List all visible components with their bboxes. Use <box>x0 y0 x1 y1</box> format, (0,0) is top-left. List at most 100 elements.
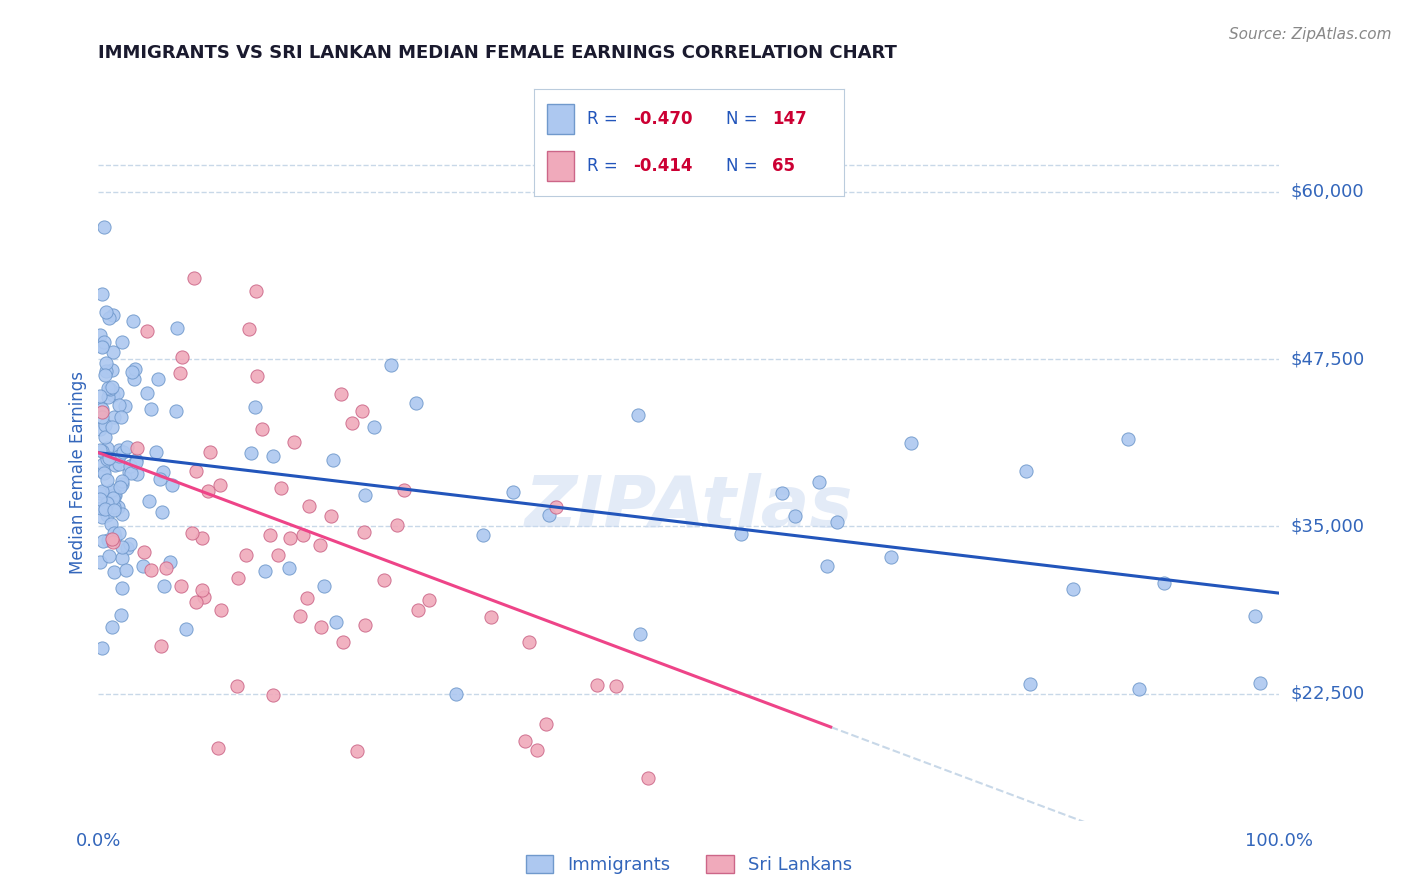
Point <box>100 382 122 396</box>
Point <box>325 615 347 629</box>
Point <box>546 500 568 514</box>
Point <box>120 466 142 480</box>
Text: -0.470: -0.470 <box>633 111 693 128</box>
Point <box>101 387 124 401</box>
Point <box>103 565 125 579</box>
Text: -0.414: -0.414 <box>633 157 693 175</box>
Point <box>605 679 627 693</box>
Point <box>124 362 146 376</box>
Point <box>90 339 112 353</box>
Point <box>309 620 332 634</box>
Point <box>94 502 117 516</box>
Point <box>96 441 118 455</box>
Point <box>127 442 149 456</box>
Point <box>627 408 650 422</box>
Point <box>91 509 114 524</box>
Point <box>90 501 112 516</box>
Point <box>292 528 315 542</box>
Point <box>108 447 131 461</box>
Text: $35,000: $35,000 <box>1291 517 1365 535</box>
Point <box>89 491 111 506</box>
Point <box>125 455 148 469</box>
Point <box>246 368 269 383</box>
Point <box>94 368 117 382</box>
Point <box>146 372 169 386</box>
Point <box>103 409 125 424</box>
Text: $22,500: $22,500 <box>1291 684 1365 703</box>
Text: $60,000: $60,000 <box>1291 183 1364 201</box>
Point <box>111 335 134 350</box>
Point <box>93 417 115 432</box>
Point <box>209 603 232 617</box>
Point <box>103 494 125 508</box>
Point <box>1249 676 1271 690</box>
Point <box>319 509 342 524</box>
Point <box>259 528 281 542</box>
Point <box>103 500 125 514</box>
Point <box>444 687 467 701</box>
Point <box>103 488 125 502</box>
Point <box>159 555 181 569</box>
Point <box>89 388 111 402</box>
Point <box>98 311 121 326</box>
Point <box>108 442 131 457</box>
Point <box>169 366 191 380</box>
Point <box>105 386 128 401</box>
Text: 65: 65 <box>772 157 796 175</box>
Point <box>262 450 284 464</box>
Point <box>136 385 159 400</box>
Text: IMMIGRANTS VS SRI LANKAN MEDIAN FEMALE EARNINGS CORRELATION CHART: IMMIGRANTS VS SRI LANKAN MEDIAN FEMALE E… <box>98 45 897 62</box>
Point <box>880 549 903 564</box>
Point <box>114 563 136 577</box>
Point <box>332 635 354 649</box>
Point <box>108 457 131 471</box>
Point <box>165 404 187 418</box>
Point <box>637 771 659 785</box>
Point <box>111 550 134 565</box>
Point <box>111 581 134 595</box>
Point <box>472 528 495 542</box>
Point <box>278 531 301 545</box>
Point <box>101 345 124 359</box>
Point <box>166 321 188 335</box>
Point <box>90 409 112 424</box>
Point <box>94 356 117 370</box>
Point <box>97 390 120 404</box>
Point <box>373 573 395 587</box>
Point <box>103 458 125 472</box>
Point <box>267 548 290 562</box>
Point <box>283 434 305 449</box>
Point <box>108 526 131 541</box>
Point <box>90 483 112 498</box>
Point <box>90 641 112 656</box>
Point <box>118 459 141 474</box>
Point <box>240 446 263 460</box>
Point <box>184 464 207 478</box>
Text: 147: 147 <box>772 111 807 128</box>
Point <box>93 533 115 548</box>
Text: N =: N = <box>725 111 763 128</box>
Point <box>730 526 752 541</box>
Point <box>184 595 207 609</box>
Point <box>815 559 838 574</box>
Point <box>103 525 125 540</box>
Point <box>111 474 134 488</box>
Point <box>363 419 385 434</box>
Point <box>153 579 176 593</box>
Point <box>295 591 318 605</box>
Point <box>121 365 143 379</box>
Point <box>170 579 193 593</box>
Point <box>262 688 284 702</box>
Text: R =: R = <box>586 111 623 128</box>
Point <box>101 483 124 497</box>
Point <box>298 499 321 513</box>
Point <box>101 363 124 377</box>
Point <box>89 442 111 457</box>
Point <box>101 534 124 549</box>
Point <box>346 744 368 758</box>
Point <box>1015 464 1038 478</box>
Point <box>170 350 193 364</box>
Point <box>243 400 266 414</box>
Point <box>198 445 221 459</box>
Point <box>139 563 162 577</box>
